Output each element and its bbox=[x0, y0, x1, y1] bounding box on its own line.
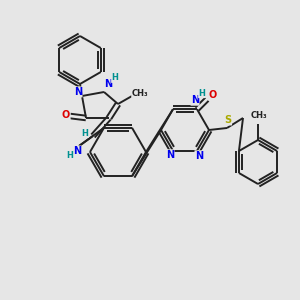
Text: S: S bbox=[224, 115, 232, 125]
Text: H: H bbox=[82, 128, 88, 137]
Text: H: H bbox=[67, 151, 73, 160]
Text: H: H bbox=[199, 89, 206, 98]
Text: N: N bbox=[195, 151, 203, 161]
Text: CH₃: CH₃ bbox=[251, 112, 267, 121]
Text: N: N bbox=[104, 79, 112, 89]
Text: N: N bbox=[166, 150, 174, 160]
Text: N: N bbox=[74, 87, 82, 97]
Text: N: N bbox=[73, 146, 81, 156]
Text: CH₃: CH₃ bbox=[132, 88, 148, 98]
Text: H: H bbox=[112, 74, 118, 82]
Text: O: O bbox=[62, 110, 70, 120]
Text: N: N bbox=[191, 95, 199, 105]
Text: O: O bbox=[209, 90, 217, 100]
